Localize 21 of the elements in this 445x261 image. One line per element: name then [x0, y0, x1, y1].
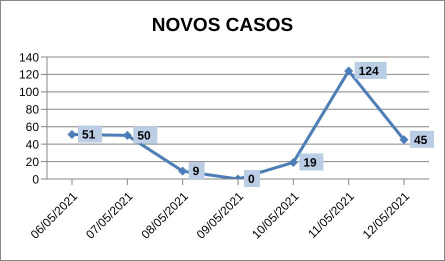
data-label: 124: [358, 64, 380, 78]
y-tick-label: 40: [26, 137, 40, 152]
data-label: 45: [414, 132, 428, 147]
y-tick-label: 60: [26, 120, 40, 134]
chart-title: NOVOS CASOS: [150, 15, 294, 37]
point: [178, 166, 188, 176]
point: [344, 66, 354, 76]
y-tick-label: 120: [18, 68, 40, 82]
y-tick-label: 100: [18, 85, 40, 100]
data-label: 19: [303, 155, 318, 170]
y-tick-label: 140: [18, 50, 40, 64]
y-tick-label: 20: [26, 154, 40, 169]
data-label: 51: [82, 128, 96, 142]
point: [68, 130, 76, 140]
y-tick-label: 80: [26, 102, 40, 117]
data-label: 0: [248, 172, 255, 186]
data-label: 9: [192, 164, 200, 178]
data-label: 50: [137, 128, 152, 142]
point: [288, 158, 298, 167]
point: [400, 135, 408, 144]
y-tick-label: 0: [32, 172, 40, 186]
